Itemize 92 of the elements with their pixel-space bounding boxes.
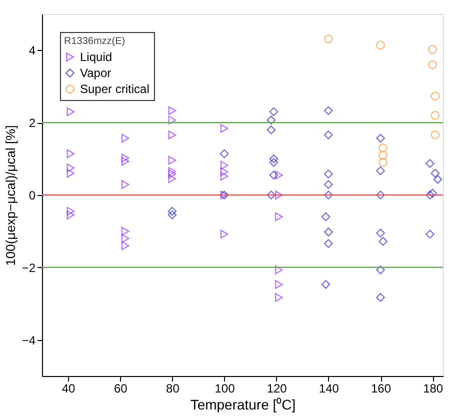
point bbox=[324, 228, 333, 236]
point bbox=[168, 130, 176, 140]
point bbox=[324, 130, 333, 140]
point bbox=[275, 190, 283, 200]
legend-title: R1336mzz(E) bbox=[64, 36, 126, 47]
point bbox=[426, 190, 434, 200]
point bbox=[275, 293, 283, 302]
point bbox=[430, 168, 440, 178]
legend-label: Vapor bbox=[80, 66, 112, 80]
point bbox=[220, 167, 228, 176]
y-axis-title: 100(μexp−μcal)/μcal [%] bbox=[2, 125, 18, 266]
point bbox=[428, 60, 438, 70]
point bbox=[168, 106, 176, 116]
point bbox=[428, 188, 438, 198]
x-tick-label: 140 bbox=[318, 382, 340, 396]
point bbox=[321, 280, 330, 289]
point bbox=[324, 170, 333, 178]
y-tick-label: −2 bbox=[22, 260, 36, 275]
point bbox=[321, 212, 330, 222]
point bbox=[66, 163, 75, 172]
point bbox=[376, 40, 385, 50]
point bbox=[121, 226, 130, 236]
point bbox=[220, 172, 228, 181]
point bbox=[266, 190, 276, 200]
point bbox=[220, 230, 228, 239]
point bbox=[266, 125, 276, 134]
point bbox=[430, 92, 440, 101]
point bbox=[275, 212, 283, 222]
point bbox=[378, 150, 388, 160]
point bbox=[121, 156, 130, 166]
point bbox=[220, 124, 228, 133]
point bbox=[376, 190, 385, 200]
point bbox=[168, 206, 177, 216]
point bbox=[324, 106, 333, 116]
point bbox=[168, 174, 176, 184]
point bbox=[430, 130, 440, 140]
x-tick-label: 180 bbox=[423, 382, 444, 396]
point bbox=[121, 180, 130, 189]
point bbox=[66, 210, 75, 220]
point bbox=[220, 160, 228, 170]
legend-label: Liquid bbox=[80, 50, 112, 64]
point bbox=[121, 134, 130, 143]
y-tick-label: 2 bbox=[28, 116, 36, 130]
point bbox=[376, 266, 385, 274]
point bbox=[324, 190, 333, 200]
point bbox=[269, 158, 278, 167]
point bbox=[324, 34, 333, 44]
point bbox=[376, 166, 385, 176]
x-tick-label: 60 bbox=[114, 382, 128, 396]
point bbox=[376, 228, 385, 238]
point bbox=[324, 239, 333, 248]
y-tick-label: 4 bbox=[28, 44, 36, 58]
point bbox=[433, 175, 442, 184]
point bbox=[378, 144, 388, 152]
point bbox=[426, 230, 434, 239]
point bbox=[220, 149, 229, 158]
point bbox=[121, 241, 130, 250]
point bbox=[275, 170, 283, 180]
point bbox=[269, 154, 278, 164]
point bbox=[266, 116, 276, 124]
point bbox=[378, 158, 388, 167]
point bbox=[121, 234, 130, 243]
x-tick-label: 160 bbox=[370, 382, 392, 396]
point bbox=[428, 45, 438, 54]
y-tick-label: −4 bbox=[22, 333, 36, 348]
point bbox=[269, 170, 278, 180]
point bbox=[269, 107, 278, 116]
x-tick-label: 80 bbox=[166, 382, 180, 396]
point bbox=[275, 266, 283, 274]
point bbox=[324, 180, 333, 189]
point bbox=[275, 280, 283, 289]
point bbox=[378, 236, 388, 246]
point bbox=[66, 206, 75, 216]
point bbox=[168, 167, 176, 176]
point bbox=[66, 107, 75, 116]
x-axis-title: Temperature [⁰C] bbox=[190, 396, 296, 412]
point bbox=[168, 116, 176, 124]
point bbox=[121, 154, 130, 162]
legend-label: Super critical bbox=[80, 82, 150, 96]
point bbox=[66, 168, 75, 178]
x-tick-label: 120 bbox=[266, 382, 288, 396]
point bbox=[426, 159, 434, 168]
x-tick-label: 100 bbox=[214, 382, 236, 396]
y-tick-label: 0 bbox=[28, 188, 36, 202]
point bbox=[168, 210, 177, 220]
point bbox=[430, 110, 440, 120]
point bbox=[66, 149, 75, 158]
point bbox=[168, 170, 176, 178]
point bbox=[168, 156, 176, 165]
point bbox=[376, 293, 385, 302]
x-tick-label: 40 bbox=[62, 382, 76, 396]
point bbox=[376, 134, 385, 143]
